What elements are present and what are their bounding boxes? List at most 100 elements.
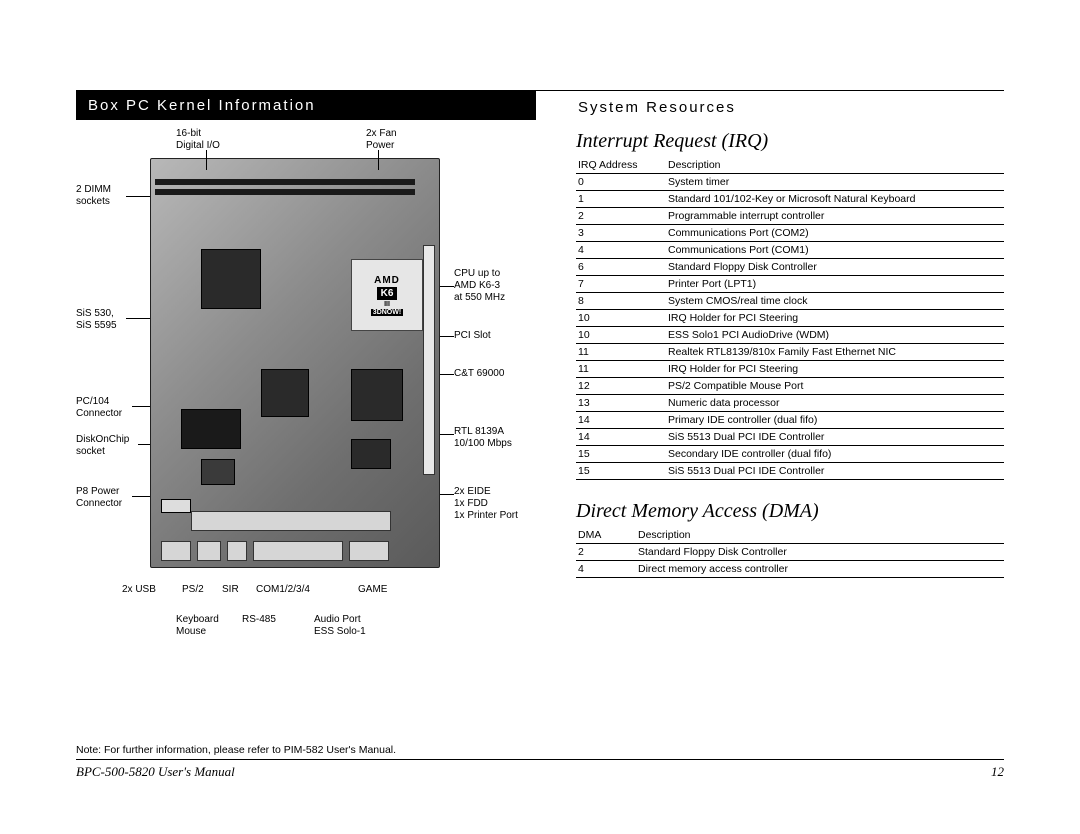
irq-address: 0 [576, 174, 666, 191]
table-row: 0System timer [576, 174, 1004, 191]
rtl-chip [351, 439, 391, 469]
irq-desc: IRQ Holder for PCI Steering [666, 361, 1004, 378]
callout-label: PS/2 [182, 584, 204, 596]
irq-desc: Communications Port (COM2) [666, 225, 1004, 242]
irq-address: 10 [576, 310, 666, 327]
irq-address: 4 [576, 242, 666, 259]
callout-label: C&T 69000 [454, 368, 504, 380]
left-column: Box PC Kernel Information AMD [76, 91, 536, 774]
callout-label: CPU up toAMD K6-3at 550 MHz [454, 268, 505, 304]
irq-desc: Printer Port (LPT1) [666, 276, 1004, 293]
irq-desc: Programmable interrupt controller [666, 208, 1004, 225]
cpu-sub: III [384, 301, 390, 308]
cpu-tag: 3DNOW! [371, 309, 403, 316]
lead-line [126, 196, 150, 197]
cpu-brand: AMD [374, 275, 400, 286]
table-row: 7Printer Port (LPT1) [576, 276, 1004, 293]
table-row: 14Primary IDE controller (dual fifo) [576, 412, 1004, 429]
col-header: IRQ Address [576, 157, 666, 174]
pc104-connector [181, 409, 241, 449]
callout-label: PC/104Connector [76, 396, 122, 420]
table-row: 10IRQ Holder for PCI Steering [576, 310, 1004, 327]
lead-line [132, 496, 150, 497]
right-column: System Resources Interrupt Request (IRQ)… [576, 91, 1004, 774]
irq-desc: Communications Port (COM1) [666, 242, 1004, 259]
note-text: Note: For further information, please re… [76, 744, 536, 756]
table-row: 14SiS 5513 Dual PCI IDE Controller [576, 429, 1004, 446]
dma-channel: 4 [576, 561, 636, 578]
lead-line [440, 374, 454, 375]
footer-left: BPC-500-5820 User's Manual [76, 764, 235, 780]
irq-desc: System CMOS/real time clock [666, 293, 1004, 310]
dma-table: DMA Description 2Standard Floppy Disk Co… [576, 527, 1004, 578]
irq-desc: ESS Solo1 PCI AudioDrive (WDM) [666, 327, 1004, 344]
lead-line [440, 336, 454, 337]
irq-desc: SiS 5513 Dual PCI IDE Controller [666, 463, 1004, 480]
callout-label: KeyboardMouse [176, 614, 219, 638]
irq-address: 15 [576, 446, 666, 463]
footer-page: 12 [991, 764, 1004, 780]
chip [261, 369, 309, 417]
p8-power [161, 499, 191, 513]
col-header: Description [666, 157, 1004, 174]
callout-label: 2x FanPower [366, 128, 397, 152]
irq-address: 14 [576, 429, 666, 446]
callout-label: 16-bitDigital I/O [176, 128, 220, 152]
lead-line [440, 434, 454, 435]
callout-label: GAME [358, 584, 387, 596]
table-row: 2Programmable interrupt controller [576, 208, 1004, 225]
com-conn [253, 541, 343, 561]
section-header: Box PC Kernel Information [76, 91, 536, 120]
irq-desc: Numeric data processor [666, 395, 1004, 412]
dma-channel: 2 [576, 544, 636, 561]
irq-desc: Realtek RTL8139/810x Family Fast Etherne… [666, 344, 1004, 361]
motherboard-diagram: AMD K6 III 3DNOW! [76, 128, 536, 648]
callout-label: P8 PowerConnector [76, 486, 122, 510]
callout-label: SiS 530,SiS 5595 [76, 308, 117, 332]
col-header: DMA [576, 527, 636, 544]
irq-address: 3 [576, 225, 666, 242]
page-frame: Box PC Kernel Information AMD [76, 90, 1004, 774]
table-row: 4Direct memory access controller [576, 561, 1004, 578]
irq-address: 11 [576, 344, 666, 361]
ct-chip [351, 369, 403, 421]
table-row: 11IRQ Holder for PCI Steering [576, 361, 1004, 378]
dimm-slot [155, 189, 415, 195]
irq-table: IRQ Address Description 0System timer1St… [576, 157, 1004, 480]
callout-label: PCI Slot [454, 330, 491, 342]
page-footer: BPC-500-5820 User's Manual 12 [76, 759, 1004, 780]
callout-label: 2x USB [122, 584, 156, 596]
sir-conn [227, 541, 247, 561]
usb-conn [161, 541, 191, 561]
callout-label: COM1/2/3/4 [256, 584, 310, 596]
callout-label: RS-485 [242, 614, 276, 626]
board-body: AMD K6 III 3DNOW! [150, 158, 440, 568]
dimm-slot [155, 179, 415, 185]
lead-line [138, 444, 150, 445]
table-row: 3Communications Port (COM2) [576, 225, 1004, 242]
table-row: 4Communications Port (COM1) [576, 242, 1004, 259]
irq-desc: IRQ Holder for PCI Steering [666, 310, 1004, 327]
section-subhead: System Resources [576, 99, 1004, 116]
irq-address: 8 [576, 293, 666, 310]
irq-desc: Primary IDE controller (dual fifo) [666, 412, 1004, 429]
irq-desc: System timer [666, 174, 1004, 191]
callout-label: DiskOnChipsocket [76, 434, 129, 458]
ps2-conn [197, 541, 221, 561]
lead-line [132, 406, 150, 407]
table-row: 6Standard Floppy Disk Controller [576, 259, 1004, 276]
cpu-model: K6 [377, 287, 398, 300]
irq-desc: SiS 5513 Dual PCI IDE Controller [666, 429, 1004, 446]
lead-line [378, 150, 379, 170]
table-row: 1Standard 101/102-Key or Microsoft Natur… [576, 191, 1004, 208]
table-row: 12PS/2 Compatible Mouse Port [576, 378, 1004, 395]
irq-desc: PS/2 Compatible Mouse Port [666, 378, 1004, 395]
lead-line [126, 318, 150, 319]
table-row: 2Standard Floppy Disk Controller [576, 544, 1004, 561]
lead-line [206, 150, 207, 170]
irq-address: 15 [576, 463, 666, 480]
table-row: 15SiS 5513 Dual PCI IDE Controller [576, 463, 1004, 480]
callout-label: RTL 8139A10/100 Mbps [454, 426, 512, 450]
lead-line [440, 286, 454, 287]
table-header-row: IRQ Address Description [576, 157, 1004, 174]
